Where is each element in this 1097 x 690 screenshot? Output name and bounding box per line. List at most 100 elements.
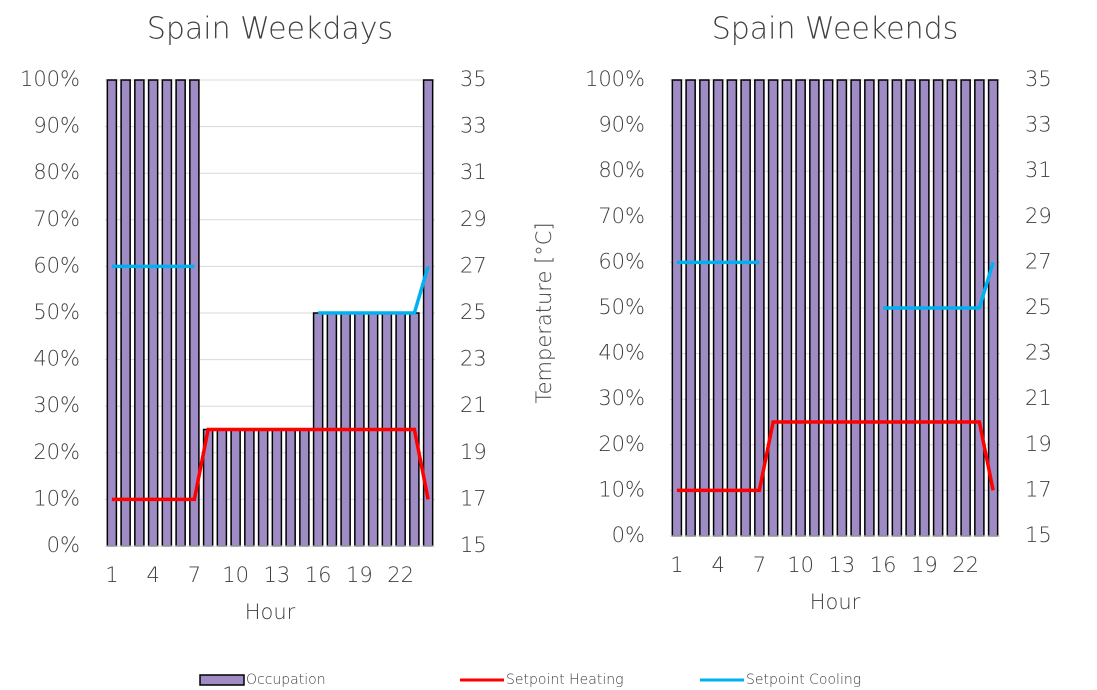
bar [134, 79, 145, 547]
y-tick-label: 0% [47, 533, 80, 557]
bar [161, 79, 173, 547]
legend-label: Setpoint Heating [506, 672, 624, 688]
x-axis-label: Hour [810, 590, 861, 614]
x-tick-label: 19 [911, 553, 938, 577]
bar [699, 79, 710, 537]
x-tick-label: 19 [346, 563, 373, 587]
y2-tick-label: 21 [460, 393, 487, 417]
y2-tick-label: 27 [460, 253, 487, 277]
y2-tick-label: 33 [460, 114, 487, 138]
x-tick-label: 13 [264, 563, 291, 587]
bar [671, 79, 683, 537]
chart-title: Spain Weekdays [147, 12, 393, 47]
bar [299, 428, 310, 547]
y2-tick-label: 29 [460, 207, 487, 231]
legend-label: Setpoint Cooling [746, 672, 861, 688]
y2-tick-label: 27 [1025, 249, 1052, 273]
y-tick-label: 20% [598, 432, 645, 456]
bar [740, 79, 751, 537]
x-tick-label: 1 [670, 553, 683, 577]
y2-tick-label: 33 [1025, 113, 1052, 137]
bar [795, 79, 806, 537]
y2-tick-label: 35 [1025, 67, 1052, 91]
x-tick-label: 16 [305, 563, 332, 587]
x-tick-label: 13 [829, 553, 856, 577]
y-tick-label: 80% [598, 158, 645, 182]
x-tick-label: 22 [387, 563, 414, 587]
x-tick-label: 7 [753, 553, 766, 577]
y2-tick-label: 29 [1025, 204, 1052, 228]
y2-tick-label: 15 [1025, 523, 1052, 547]
y2-tick-label: 17 [1025, 477, 1052, 501]
y-tick-label: 90% [33, 114, 80, 138]
y-tick-label: 10% [598, 477, 645, 501]
y-tick-label: 40% [598, 341, 645, 365]
y-tick-label: 100% [20, 67, 80, 91]
y-tick-label: 90% [598, 113, 645, 137]
y-tick-label: 30% [33, 393, 80, 417]
y-tick-label: 10% [33, 486, 80, 510]
bar [864, 79, 875, 537]
y-tick-label: 70% [33, 207, 80, 231]
bar [216, 428, 228, 547]
chart-title: Spain Weekends [712, 12, 959, 47]
bar [106, 79, 118, 547]
y2-tick-label: 23 [1025, 341, 1052, 365]
y-tick-label: 50% [598, 295, 645, 319]
y2-axis-label: Temperature [°C] [532, 222, 556, 403]
y2-tick-label: 19 [1025, 432, 1052, 456]
y-tick-label: 20% [33, 440, 80, 464]
y-tick-label: 60% [33, 253, 80, 277]
bar [781, 79, 793, 537]
x-tick-label: 10 [787, 553, 814, 577]
legend-swatch [199, 674, 245, 686]
x-tick-label: 1 [105, 563, 118, 587]
y2-tick-label: 19 [460, 440, 487, 464]
bar [767, 79, 779, 537]
x-tick-label: 4 [711, 553, 724, 577]
y2-tick-label: 23 [460, 347, 487, 371]
x-tick-label: 7 [188, 563, 201, 587]
bar [244, 428, 255, 547]
line [883, 261, 995, 310]
y2-tick-label: 31 [1025, 158, 1052, 182]
legend-label: Occupation [246, 672, 326, 688]
y-tick-label: 30% [598, 386, 645, 410]
line [111, 427, 430, 502]
bar [175, 79, 186, 547]
x-tick-label: 22 [952, 553, 979, 577]
bar [120, 79, 131, 547]
bar [230, 428, 241, 547]
x-axis-label: Hour [245, 600, 296, 624]
y2-tick-label: 25 [1025, 295, 1052, 319]
x-tick-label: 16 [870, 553, 897, 577]
x-tick-label: 10 [222, 563, 249, 587]
bar [850, 79, 861, 537]
y2-tick-label: 21 [1025, 386, 1052, 410]
bar [809, 79, 820, 537]
bar [285, 428, 296, 547]
bar [712, 79, 724, 537]
bar [271, 428, 283, 547]
y-tick-label: 70% [598, 204, 645, 228]
y2-tick-label: 31 [460, 160, 487, 184]
y2-tick-label: 35 [460, 67, 487, 91]
line [676, 420, 995, 493]
y-tick-label: 80% [33, 160, 80, 184]
y2-tick-label: 25 [460, 300, 487, 324]
y-tick-label: 50% [33, 300, 80, 324]
line [318, 265, 430, 315]
bar [726, 79, 738, 537]
y2-tick-label: 15 [460, 533, 487, 557]
bar [257, 428, 269, 547]
y-tick-label: 0% [612, 523, 645, 547]
y2-tick-label: 17 [460, 486, 487, 510]
bar [685, 79, 696, 537]
bar [836, 79, 848, 537]
bar [822, 79, 834, 537]
y-tick-label: 40% [33, 347, 80, 371]
x-tick-label: 4 [146, 563, 159, 587]
y-tick-label: 100% [585, 67, 645, 91]
bar [147, 79, 159, 547]
